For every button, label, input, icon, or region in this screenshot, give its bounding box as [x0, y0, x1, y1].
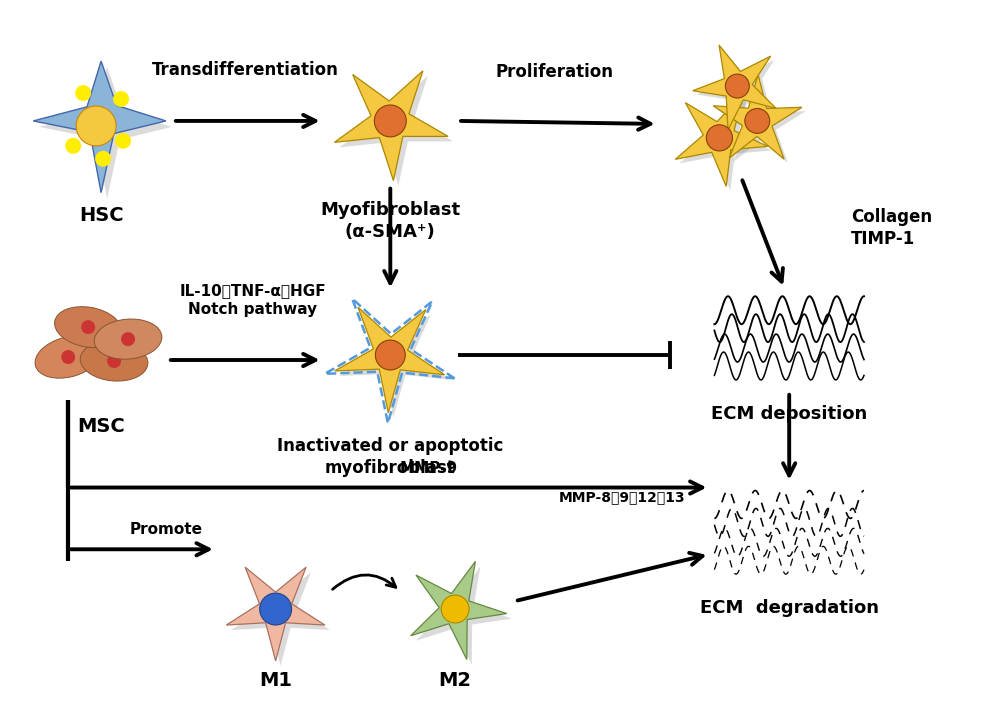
Circle shape	[725, 74, 749, 98]
Circle shape	[75, 85, 91, 101]
Circle shape	[81, 320, 95, 334]
Ellipse shape	[35, 336, 101, 378]
Polygon shape	[335, 307, 445, 413]
Ellipse shape	[94, 319, 162, 359]
Text: Myofibroblast
(α-SMA⁺): Myofibroblast (α-SMA⁺)	[320, 201, 460, 241]
Circle shape	[706, 124, 732, 151]
Text: MMP-8、9、12、13: MMP-8、9、12、13	[558, 491, 685, 505]
Text: ECM deposition: ECM deposition	[711, 405, 867, 423]
Text: MSC: MSC	[77, 417, 125, 436]
Text: M2: M2	[439, 670, 472, 690]
Text: Transdifferentiation: Transdifferentiation	[152, 61, 339, 79]
Circle shape	[374, 105, 406, 137]
Ellipse shape	[55, 306, 122, 348]
Polygon shape	[33, 61, 166, 193]
Circle shape	[115, 133, 131, 149]
Polygon shape	[231, 572, 330, 666]
Circle shape	[441, 595, 469, 623]
Text: HSC: HSC	[79, 205, 123, 225]
Ellipse shape	[80, 341, 148, 381]
Polygon shape	[226, 567, 325, 661]
Polygon shape	[340, 312, 450, 418]
Polygon shape	[675, 95, 768, 186]
Circle shape	[375, 340, 405, 370]
Polygon shape	[679, 99, 772, 191]
Circle shape	[76, 106, 116, 146]
Text: Inactivated or apoptotic
myofibroblast: Inactivated or apoptotic myofibroblast	[277, 437, 503, 477]
Polygon shape	[39, 67, 172, 199]
Circle shape	[65, 138, 81, 154]
Polygon shape	[416, 566, 512, 665]
Circle shape	[61, 350, 75, 364]
Circle shape	[113, 91, 129, 107]
Text: IL-10、TNF-α、HGF
Notch pathway: IL-10、TNF-α、HGF Notch pathway	[179, 284, 326, 317]
Polygon shape	[713, 74, 802, 159]
Circle shape	[745, 108, 770, 133]
Text: MMP-9: MMP-9	[399, 461, 457, 475]
Polygon shape	[339, 76, 453, 186]
Polygon shape	[717, 78, 806, 163]
Text: Promote: Promote	[130, 522, 203, 537]
Polygon shape	[693, 45, 776, 130]
Polygon shape	[334, 71, 448, 181]
Circle shape	[107, 354, 121, 368]
Text: Proliferation: Proliferation	[496, 63, 614, 81]
Polygon shape	[411, 561, 507, 660]
Text: ECM  degradation: ECM degradation	[700, 599, 879, 617]
Circle shape	[260, 593, 292, 625]
Text: Collagen
TIMP-1: Collagen TIMP-1	[851, 207, 932, 248]
Circle shape	[95, 151, 111, 167]
Text: M1: M1	[259, 670, 292, 690]
Circle shape	[121, 332, 135, 346]
Polygon shape	[696, 49, 780, 134]
